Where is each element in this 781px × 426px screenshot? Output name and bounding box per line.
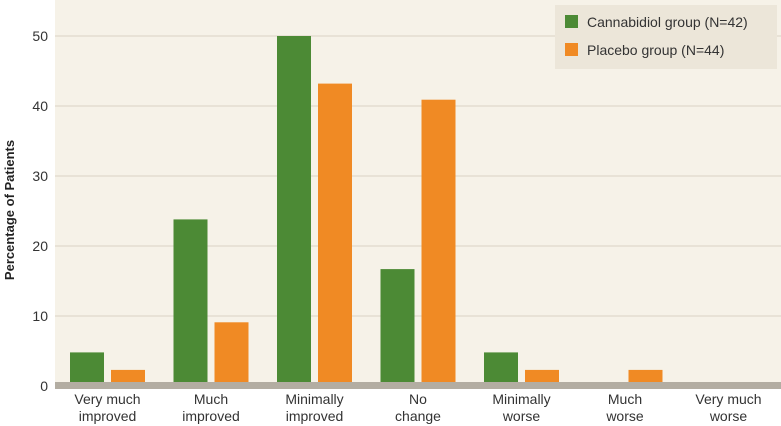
- legend-label-placebo: Placebo group (N=44): [587, 42, 724, 58]
- x-category-label-2-line-0: Minimally: [285, 391, 343, 407]
- bar-cannabidiol-3: [380, 269, 415, 386]
- y-axis-label: Percentage of Patients: [2, 140, 17, 280]
- x-category-label-4-line-0: Minimally: [492, 391, 550, 407]
- y-tick-label-0: 0: [40, 378, 48, 394]
- x-category-label-5-line-0: Much: [608, 391, 642, 407]
- y-tick-label-30: 30: [32, 168, 48, 184]
- bar-placebo-5: [628, 369, 663, 386]
- x-category-label-1-line-0: Much: [194, 391, 228, 407]
- y-tick-label-50: 50: [32, 28, 48, 44]
- y-tick-label-20: 20: [32, 238, 48, 254]
- x-category-label-3-line-1: change: [395, 408, 441, 424]
- bar-placebo-1: [214, 322, 249, 386]
- x-axis-baseline: [55, 382, 781, 389]
- x-category-label-1-line-1: improved: [182, 408, 240, 424]
- legend: Cannabidiol group (N=42) Placebo group (…: [555, 5, 777, 69]
- x-category-label-4-line-1: worse: [502, 408, 541, 424]
- bar-placebo-2: [318, 83, 352, 386]
- x-category-label-6-line-1: worse: [709, 408, 748, 424]
- legend-box: [555, 5, 777, 69]
- x-category-label-3-line-0: No: [409, 391, 427, 407]
- y-tick-label-40: 40: [32, 98, 48, 114]
- x-category-label-5-line-1: worse: [605, 408, 644, 424]
- x-category-label-6-line-0: Very much: [695, 391, 761, 407]
- bar-placebo-4: [525, 369, 559, 386]
- bar-cannabidiol-4: [484, 352, 518, 386]
- bar-placebo-0: [111, 369, 145, 386]
- bar-cannabidiol-2: [277, 36, 311, 386]
- legend-swatch-placebo: [565, 43, 578, 56]
- bar-placebo-3: [421, 99, 456, 386]
- legend-swatch-cannabidiol: [565, 15, 578, 28]
- x-category-label-0-line-1: improved: [79, 408, 137, 424]
- y-axis-ticks: 0 10 20 30 40 50: [32, 28, 48, 394]
- x-category-label-0-line-0: Very much: [74, 391, 140, 407]
- bar-cannabidiol-0: [70, 352, 104, 386]
- bars: [70, 36, 663, 386]
- x-axis-category-labels: Very muchimprovedMuchimprovedMinimallyim…: [74, 391, 761, 424]
- bar-cannabidiol-1: [173, 219, 208, 386]
- y-tick-label-10: 10: [32, 308, 48, 324]
- legend-label-cannabidiol: Cannabidiol group (N=42): [587, 14, 748, 30]
- x-category-label-2-line-1: improved: [286, 408, 344, 424]
